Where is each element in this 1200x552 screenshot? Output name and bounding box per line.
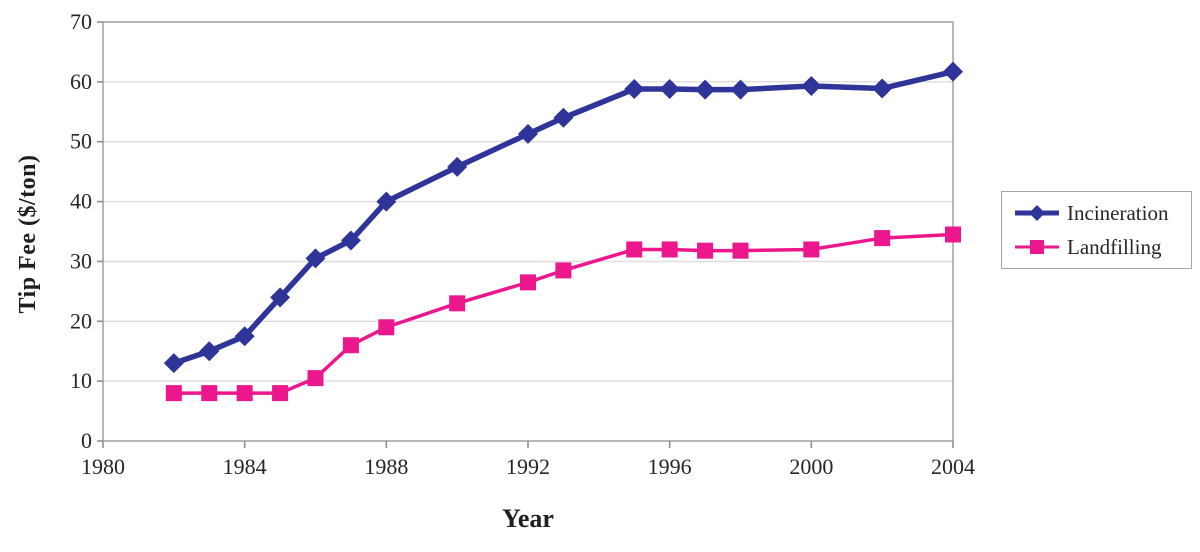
incineration-marker-1990: [447, 156, 468, 177]
y-tick-label-70: 70: [70, 9, 92, 34]
incineration-marker-1987: [340, 230, 361, 251]
incineration-marker-1984: [234, 326, 255, 347]
landfilling-marker-1985: [272, 385, 289, 402]
landfilling-marker-1998: [732, 242, 749, 259]
landfilling-marker-1988: [378, 319, 395, 336]
legend-label-landfilling: Landfilling: [1067, 234, 1162, 259]
x-tick-label-2000: 2000: [789, 454, 833, 479]
incineration-marker-1983: [199, 341, 220, 362]
y-axis-title: Tip Fee ($/ton): [15, 154, 41, 314]
landfilling-marker-1984: [236, 385, 253, 402]
incineration-marker-2000: [801, 76, 822, 97]
y-tick-label-30: 30: [70, 248, 92, 273]
legend: Incineration Landfilling: [1001, 191, 1192, 269]
landfilling-line-square-icon: [1015, 240, 1059, 254]
incineration-marker-2002: [872, 78, 893, 99]
landfilling-marker-1993: [555, 262, 572, 279]
incineration-marker-1993: [553, 107, 574, 128]
incineration-marker-1997: [695, 79, 716, 100]
incineration-marker-1992: [518, 123, 538, 144]
x-tick-label-1992: 1992: [506, 454, 550, 479]
incineration-marker-1988: [376, 191, 397, 212]
landfilling-marker-1982: [165, 385, 182, 402]
landfilling-marker-1996: [661, 241, 678, 258]
landfilling-marker-1983: [201, 385, 218, 402]
landfilling-marker-1995: [626, 241, 643, 258]
landfilling-marker-1987: [342, 337, 359, 354]
landfilling-marker-1986: [307, 370, 324, 387]
y-tick-label-0: 0: [81, 428, 92, 453]
legend-entry-landfilling: Landfilling: [1014, 235, 1191, 259]
legend-entry-incineration: Incineration: [1014, 201, 1191, 225]
x-tick-label-1984: 1984: [223, 454, 267, 479]
x-tick-label-2004: 2004: [931, 454, 975, 479]
x-tick-label-1988: 1988: [364, 454, 408, 479]
legend-label-incineration: Incineration: [1067, 200, 1169, 225]
landfilling-marker-1990: [449, 295, 466, 312]
landfilling-marker-2004: [945, 226, 961, 243]
x-axis-title: Year: [502, 504, 554, 533]
landfilling-marker-2002: [874, 230, 891, 247]
landfilling-marker-1997: [697, 242, 714, 259]
incineration-marker-1985: [270, 287, 291, 308]
x-tick-label-1980: 1980: [81, 454, 125, 479]
y-tick-label-50: 50: [70, 129, 92, 154]
y-tick-label-20: 20: [70, 308, 92, 333]
y-tick-label-10: 10: [70, 368, 92, 393]
incineration-marker-1995: [624, 79, 645, 100]
incineration-line-diamond-icon: [1015, 205, 1059, 221]
x-tick-label-1996: 1996: [648, 454, 692, 479]
landfilling-marker-2000: [803, 241, 820, 258]
incineration-marker-1982: [163, 353, 184, 374]
y-tick-label-60: 60: [70, 69, 92, 94]
incineration-marker-1998: [730, 79, 751, 100]
landfilling-line: [172, 232, 955, 395]
incineration-marker-1986: [305, 248, 326, 269]
incineration-marker-1996: [659, 79, 680, 100]
y-tick-label-40: 40: [70, 189, 92, 214]
incineration-marker-2004: [943, 61, 963, 82]
landfilling-marker-1992: [520, 274, 536, 291]
